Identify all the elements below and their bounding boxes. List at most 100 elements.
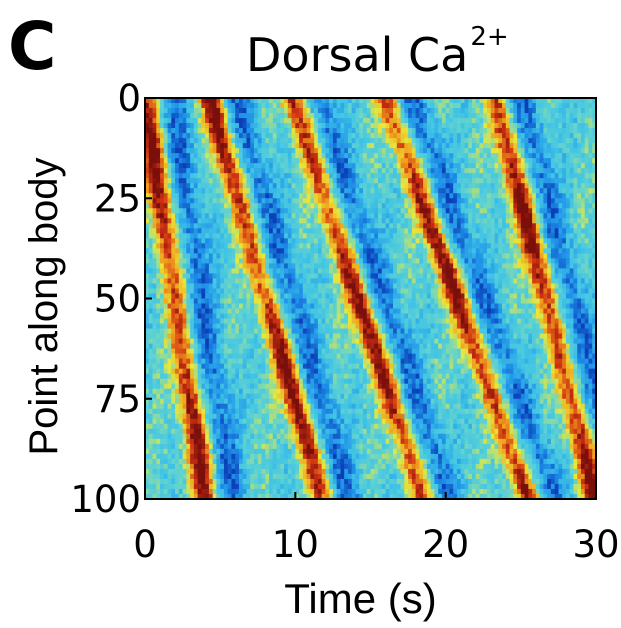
heatmap-cell: [565, 113, 571, 119]
heatmap-cell: [186, 273, 191, 280]
heatmap-cell: [430, 263, 435, 270]
heatmap-cell: [430, 143, 435, 149]
heatmap-cell: [502, 103, 507, 109]
heatmap-cell: [438, 208, 443, 214]
heatmap-cell: [517, 188, 522, 194]
heatmap-cell: [517, 98, 522, 104]
heatmap-cell: [408, 98, 413, 104]
heatmap-cell: [505, 298, 511, 305]
heatmap-cell: [385, 108, 390, 114]
heatmap-cell: [193, 168, 199, 174]
heatmap-cell: [408, 143, 413, 149]
heatmap-cell: [208, 208, 214, 214]
heatmap-cell: [517, 198, 522, 204]
heatmap-cell: [460, 243, 466, 249]
heatmap-cell: [284, 168, 289, 174]
heatmap-cell: [152, 283, 157, 290]
heatmap-cell: [419, 143, 424, 149]
heatmap-cell: [362, 298, 368, 305]
heatmap-cell: [396, 273, 402, 280]
heatmap-cell: [453, 283, 458, 290]
heatmap-cell: [415, 163, 420, 169]
heatmap-cell: [163, 233, 169, 239]
heatmap-cell: [592, 173, 597, 179]
heatmap-cell: [223, 258, 229, 265]
heatmap-cell: [381, 153, 387, 159]
heatmap-cell: [332, 128, 338, 134]
heatmap-cell: [190, 198, 195, 204]
heatmap-cell: [562, 178, 567, 184]
heatmap-cell: [426, 228, 432, 234]
heatmap-cell: [453, 173, 458, 179]
heatmap-cell: [430, 213, 435, 219]
heatmap-cell: [201, 163, 206, 169]
heatmap-cell: [588, 218, 593, 224]
heatmap-cell: [220, 103, 225, 109]
heatmap-cell: [344, 213, 349, 219]
heatmap-cell: [362, 288, 368, 295]
heatmap-cell: [163, 268, 169, 275]
heatmap-cell: [156, 128, 161, 134]
heatmap-cell: [532, 273, 537, 280]
heatmap-cell: [336, 183, 342, 189]
heatmap-cell: [505, 273, 511, 280]
heatmap-cell: [280, 253, 285, 259]
heatmap-cell: [374, 158, 379, 164]
heatmap-cell: [310, 273, 315, 280]
heatmap-cell: [235, 243, 240, 249]
heatmap-cell: [554, 113, 560, 119]
heatmap-cell: [314, 188, 319, 194]
heatmap-cell: [340, 188, 345, 194]
heatmap-cell: [340, 218, 345, 224]
heatmap-cell: [378, 133, 383, 139]
heatmap-cell: [423, 113, 428, 119]
heatmap-cell: [287, 233, 293, 239]
heatmap-cell: [456, 208, 462, 214]
heatmap-cell: [317, 178, 323, 184]
heatmap-cell: [573, 228, 578, 234]
heatmap-cell: [487, 298, 492, 305]
heatmap-cell: [351, 208, 357, 214]
heatmap-cell: [197, 213, 202, 219]
heatmap-cell: [299, 303, 304, 310]
heatmap-cell: [287, 278, 293, 285]
heatmap-cell: [408, 253, 413, 259]
heatmap-cell: [460, 203, 466, 209]
heatmap-cell: [438, 178, 443, 184]
heatmap-cell: [291, 158, 296, 164]
heatmap-cell: [520, 163, 526, 169]
heatmap-cell: [396, 123, 402, 129]
heatmap-cell: [250, 183, 255, 189]
heatmap-cell: [592, 198, 597, 204]
heatmap-cell: [156, 103, 161, 109]
heatmap-cell: [212, 173, 218, 179]
heatmap-cell: [212, 128, 218, 134]
heatmap-cell: [295, 278, 300, 285]
heatmap-cell: [539, 218, 544, 224]
heatmap-cell: [532, 238, 537, 244]
heatmap-cell: [423, 208, 428, 214]
heatmap-cell: [505, 108, 511, 114]
heatmap-cell: [404, 128, 409, 134]
heatmap-cell: [449, 108, 454, 114]
heatmap-cell: [212, 188, 218, 194]
heatmap-cell: [562, 233, 567, 239]
heatmap-cell: [261, 143, 266, 149]
heatmap-cell: [378, 283, 383, 290]
heatmap-cell: [445, 258, 451, 265]
heatmap-cell: [502, 223, 507, 229]
heatmap-cell: [257, 293, 263, 300]
heatmap-cell: [393, 98, 398, 104]
heatmap-cell: [175, 193, 180, 199]
heatmap-cell: [227, 113, 233, 119]
heatmap-cell: [235, 203, 240, 209]
heatmap-cell: [573, 133, 578, 139]
heatmap-cell: [539, 98, 544, 104]
heatmap-cell: [577, 233, 582, 239]
heatmap-cell: [513, 233, 518, 239]
heatmap-cell: [419, 168, 424, 174]
heatmap-cell: [336, 208, 342, 214]
heatmap-cell: [238, 188, 244, 194]
heatmap-cell: [246, 113, 251, 119]
heatmap-cell: [475, 268, 481, 275]
